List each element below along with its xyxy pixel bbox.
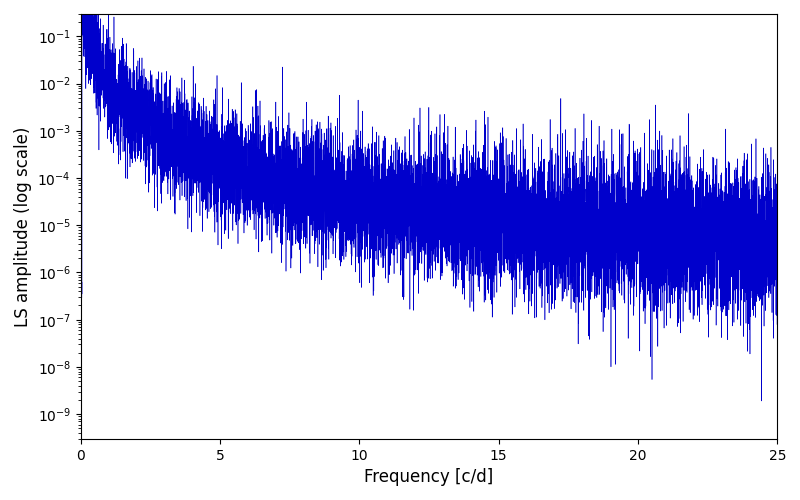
- X-axis label: Frequency [c/d]: Frequency [c/d]: [364, 468, 494, 486]
- Y-axis label: LS amplitude (log scale): LS amplitude (log scale): [14, 126, 32, 326]
